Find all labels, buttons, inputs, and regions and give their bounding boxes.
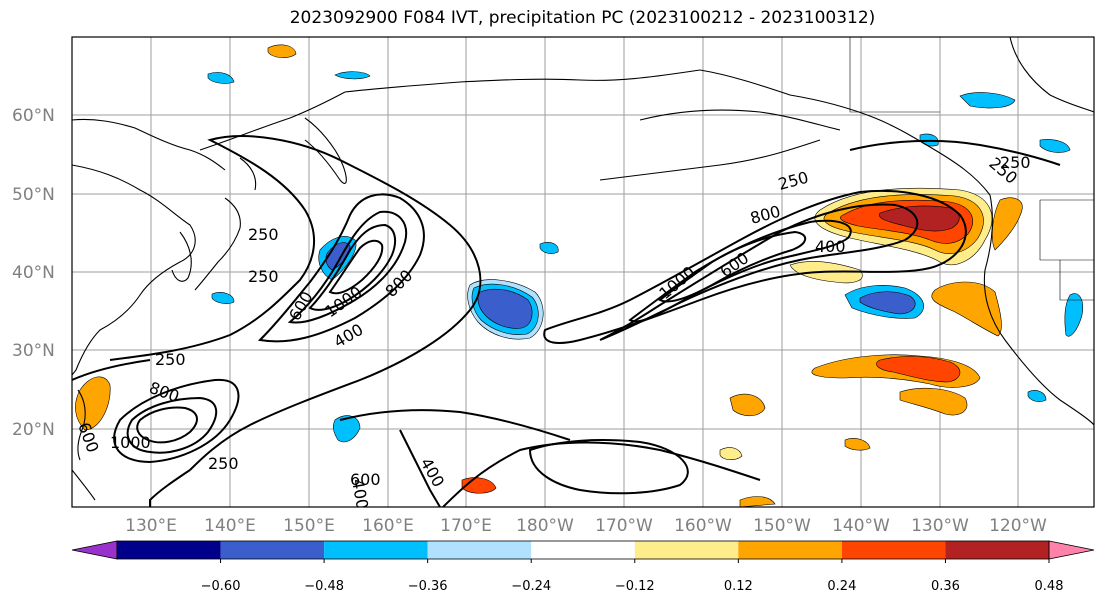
colorbar-tick-label: −0.12: [615, 579, 655, 594]
lon-label: 140°E: [204, 516, 256, 536]
lon-label: 150°W: [753, 516, 811, 536]
lon-label: 140°W: [832, 516, 890, 536]
lat-label: 60°N: [12, 106, 55, 126]
lon-label: 120°W: [989, 516, 1047, 536]
contour-label: 250: [248, 225, 279, 244]
lon-label: 130°E: [125, 516, 177, 536]
colorbar-segment: [841, 541, 946, 559]
lat-label: 40°N: [12, 263, 55, 283]
colorbar-segment: [738, 541, 842, 559]
lon-label: 150°E: [283, 516, 335, 536]
colorbar-segment: [427, 541, 532, 559]
lon-label: 170°E: [440, 516, 492, 536]
lat-label: 30°N: [12, 341, 55, 361]
contour-label: 400: [815, 237, 846, 256]
colorbar: −0.60 −0.48 −0.36 −0.24 −0.12 0.12 0.24 0.36 0.4…: [71, 540, 1095, 594]
map-title: 2023092900 F084 IVT, precipitation PC (2…: [289, 8, 876, 28]
colorbar-segment: [945, 541, 1049, 559]
contour-label: 400: [348, 477, 372, 510]
precip-positive-shading: [75, 44, 1023, 507]
colorbar-segment: [634, 541, 739, 559]
latitude-labels: 60°N 50°N 40°N 30°N 20°N: [12, 106, 55, 440]
colorbar-segment: [324, 541, 428, 559]
colorbar-tick-label: −0.24: [511, 579, 551, 594]
colorbar-segment: [531, 541, 635, 559]
contour-label: 1000: [110, 433, 151, 452]
colorbar-extend-max: [1048, 540, 1095, 560]
contour-label: 250: [208, 454, 239, 473]
colorbar-tick-label: −0.60: [201, 579, 241, 594]
colorbar-tick-label: −0.36: [408, 579, 448, 594]
borders: [849, 37, 1094, 301]
coastlines: [72, 37, 1094, 501]
colorbar-extend-min: [71, 540, 118, 560]
contour-label: 600: [350, 470, 381, 489]
contour-label: 250: [248, 267, 279, 286]
graticule: [72, 37, 1094, 507]
colorbar-segment: [220, 541, 325, 559]
map-border: [71, 36, 1095, 508]
colorbar-segment: [117, 541, 221, 559]
lon-label: 160°W: [674, 516, 732, 536]
colorbar-tick-label: 0.36: [931, 579, 960, 594]
colorbar-frame: [116, 540, 1050, 560]
colorbar-tick-label: 0.48: [1035, 579, 1064, 594]
ivt-contours: [72, 135, 1061, 507]
contour-label: 250: [155, 350, 186, 369]
lon-label: 180°W: [516, 516, 574, 536]
colorbar-tick-label: −0.48: [304, 579, 344, 594]
colorbar-tick-label: 0.12: [724, 579, 753, 594]
lon-label: 160°E: [362, 516, 414, 536]
colorbar-tick-label: 0.24: [827, 579, 856, 594]
lat-label: 50°N: [12, 185, 55, 205]
lon-label: 130°W: [911, 516, 969, 536]
longitude-labels: 130°E 140°E 150°E 160°E 170°E 180°W 170°…: [125, 516, 1047, 536]
lon-label: 170°W: [595, 516, 653, 536]
contour-label: 250: [1000, 153, 1031, 172]
lat-label: 20°N: [12, 420, 55, 440]
